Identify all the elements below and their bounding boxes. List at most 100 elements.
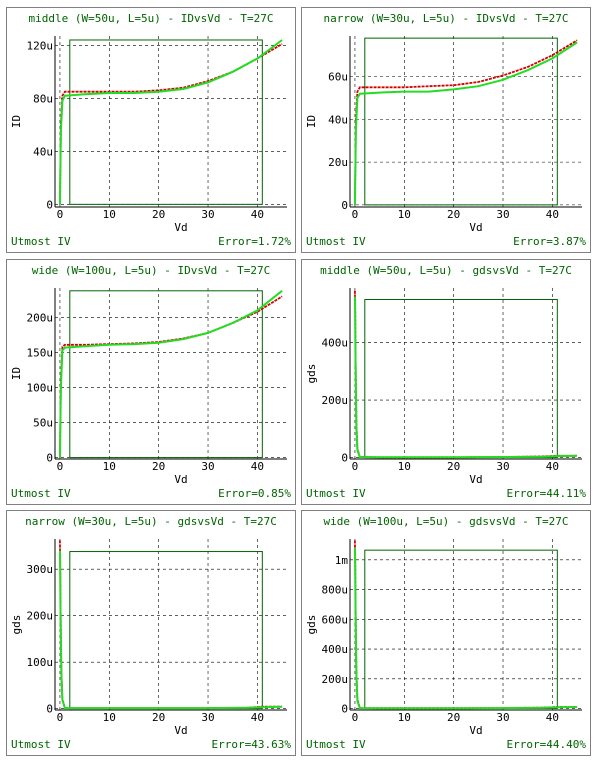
x-tick-label: 0 [352,208,359,221]
x-tick-label: 10 [398,711,411,724]
footer-app-name: Utmost IV [11,738,71,751]
footer-app-name: Utmost IV [306,235,366,248]
y-tick-label: 200u [322,673,349,686]
x-tick-label: 40 [546,208,559,221]
x-tick-label: 20 [152,711,165,724]
y-tick-label: 0 [46,198,53,211]
footer-app-name: Utmost IV [306,487,366,500]
chart-title: wide (W=100u, L=5u) - gdsvsVd - T=27C [323,515,569,528]
x-tick-label: 20 [152,208,165,221]
footer-app-name: Utmost IV [11,487,71,500]
x-tick-label: 30 [496,460,509,473]
x-axis-label: Vd [174,473,187,486]
x-tick-label: 0 [57,711,64,724]
y-tick-label: 800u [322,584,349,597]
simulated-series-line [58,39,283,205]
x-tick-label: 10 [398,208,411,221]
y-axis-label: ID [305,115,318,128]
footer-app-name: Utmost IV [306,738,366,751]
y-tick-label: 40u [33,145,53,158]
y-tick-label: 100u [27,656,54,669]
measured-series-line [354,290,578,459]
y-tick-label: 80u [33,92,53,105]
chart-title: middle (W=50u, L=5u) - IDvsVd - T=27C [28,12,274,25]
y-tick-label: 0 [46,703,53,716]
x-tick-label: 30 [496,711,509,724]
y-axis-label: gds [305,615,318,635]
x-tick-label: 40 [251,208,264,221]
chart-panel: narrow (W=30u, L=5u) - gdsvsVd - T=27C 0 1… [6,510,296,756]
plot-svg: 0 10 20 30 40 0 20u 40u 60u Vd ID [305,36,582,234]
simulated-series-line [58,550,283,710]
chart-panel: wide (W=100u, L=5u) - IDvsVd - T=27C 0 10 2… [6,259,296,505]
x-tick-label: 30 [201,460,214,473]
fit-error-label: Error=3.87% [513,235,586,248]
fit-error-label: Error=0.85% [218,487,291,500]
chart-panel: middle (W=50u, L=5u) - IDvsVd - T=27C 0 10… [6,7,296,253]
simulated-series-line [353,296,578,459]
chart-panel: narrow (W=30u, L=5u) - IDvsVd - T=27C 0 10… [301,7,591,253]
x-tick-label: 30 [201,208,214,221]
simulated-series-line [353,547,578,710]
y-tick-label: 600u [322,613,349,626]
plot-svg: 0 10 20 30 40 0 200u 400u Vd gds [305,288,582,486]
y-tick-label: 0 [341,703,348,716]
x-tick-label: 10 [103,460,116,473]
x-tick-label: 10 [103,208,116,221]
chart-title: narrow (W=30u, L=5u) - IDvsVd - T=27C [323,12,569,25]
plot-svg: 0 10 20 30 40 0 40u 80u 120u Vd ID [10,36,287,234]
plot-svg: 0 10 20 30 40 0 50u 100u 150u 200u Vd ID [10,288,287,486]
x-tick-label: 20 [447,208,460,221]
measured-series-line [354,39,578,205]
x-tick-label: 0 [57,460,64,473]
y-tick-label: 0 [341,452,348,465]
y-tick-label: 60u [328,71,348,84]
y-axis-label: gds [10,615,23,635]
y-axis-label: ID [10,115,23,128]
x-tick-label: 40 [251,460,264,473]
x-axis-label: Vd [469,221,482,234]
fit-window-rect [364,549,558,710]
fit-error-label: Error=1.72% [218,235,291,248]
x-tick-label: 30 [496,208,509,221]
y-tick-label: 0 [341,199,348,212]
x-tick-label: 30 [201,711,214,724]
y-axis-label: ID [10,367,23,380]
chart-title: narrow (W=30u, L=5u) - gdsvsVd - T=27C [25,515,277,528]
x-tick-label: 20 [447,460,460,473]
y-tick-label: 50u [33,417,53,430]
y-tick-label: 1m [335,554,349,567]
y-tick-label: 40u [328,113,348,126]
y-tick-label: 120u [27,39,54,52]
y-tick-label: 200u [27,311,54,324]
fit-window-rect [364,37,558,206]
fit-window-rect [69,39,263,205]
fit-error-label: Error=44.11% [506,487,586,500]
fit-window-rect [69,551,263,710]
fit-window-rect [69,290,263,459]
y-tick-label: 200u [322,394,349,407]
chart-title: middle (W=50u, L=5u) - gdsvsVd - T=27C [320,264,572,277]
plot-svg: 0 10 20 30 40 0 100u 200u 300u Vd gds [10,539,287,737]
y-tick-label: 400u [322,337,349,350]
x-tick-label: 40 [546,711,559,724]
y-tick-label: 150u [27,346,54,359]
measured-series-line [59,295,283,458]
x-tick-label: 40 [251,711,264,724]
y-tick-label: 100u [27,382,54,395]
fit-window-rect [364,298,558,459]
simulated-series-line [353,41,578,205]
x-tick-label: 0 [352,460,359,473]
x-axis-label: Vd [469,724,482,737]
x-tick-label: 10 [103,711,116,724]
x-axis-label: Vd [469,473,482,486]
y-tick-label: 20u [328,156,348,169]
chart-panel: middle (W=50u, L=5u) - gdsvsVd - T=27C 0 1… [301,259,591,505]
chart-title: wide (W=100u, L=5u) - IDvsVd - T=27C [31,264,271,277]
y-axis-label: gds [305,364,318,384]
y-tick-label: 200u [27,610,54,623]
x-tick-label: 0 [57,208,64,221]
x-tick-label: 10 [398,460,411,473]
measured-series-line [354,540,578,710]
plot-svg: 0 10 20 30 40 0 200u 400u 600u 800u 1m Vd gds [305,539,582,737]
